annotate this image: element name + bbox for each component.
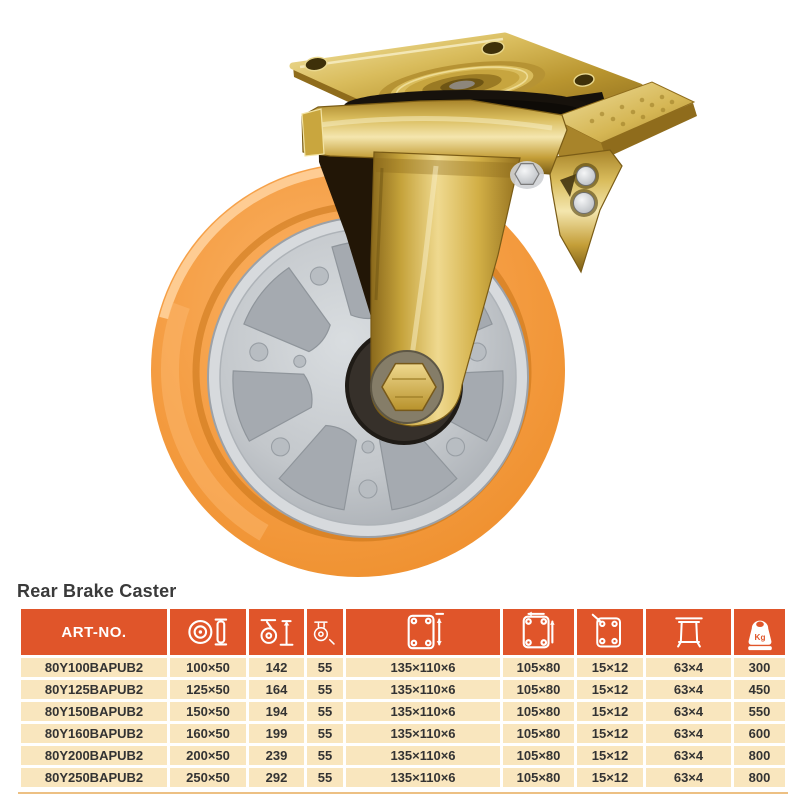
spec-cell: 800 [734,768,785,787]
brake-rivet [573,192,595,214]
spec-cell: 105×80 [503,702,574,721]
table-row: 80Y250BAPUB2 250×50 292 55 135×110×6 105… [21,768,785,787]
table-row: 80Y100BAPUB2 100×50 142 55 135×110×6 105… [21,658,785,677]
spec-cell: 15×12 [577,702,643,721]
spec-cell: 63×4 [646,768,731,787]
col-fork-gauge [646,609,731,655]
art-no-header: ART-NO. [21,609,167,655]
spec-cell: 63×4 [646,746,731,765]
col-mounting-height [249,609,304,655]
spec-cell: 135×110×6 [346,724,500,743]
spec-cell: 63×4 [646,724,731,743]
bolt-hole-spacing-icon [522,611,555,649]
spec-cell: 135×110×6 [346,746,500,765]
spec-cell: 135×110×6 [346,768,500,787]
spec-cell: 135×110×6 [346,680,500,699]
spec-cell: 105×80 [503,768,574,787]
spec-cell: 105×80 [503,746,574,765]
art-no-cell: 80Y150BAPUB2 [21,702,167,721]
spec-cell: 300 [734,658,785,677]
wheel-diameter-width-icon [188,618,228,646]
art-no-cell: 80Y125BAPUB2 [21,680,167,699]
spec-cell: 100×50 [170,658,246,677]
spec-cell: 199 [249,724,304,743]
product-photo [151,32,697,577]
swivel-radius-icon [313,621,335,645]
spec-cell: 150×50 [170,702,246,721]
art-no-cell: 80Y250BAPUB2 [21,768,167,787]
brake-rivet [576,166,596,186]
spec-cell: 200×50 [170,746,246,765]
spec-cell: 600 [734,724,785,743]
fork-left-flange [301,108,325,157]
spec-cell: 250×50 [170,768,246,787]
plate-size-icon [407,612,445,650]
table-underline [18,792,788,794]
table-row: 80Y150BAPUB2 150×50 194 55 135×110×6 105… [21,702,785,721]
spec-cell: 63×4 [646,702,731,721]
fork-inner-shadow [318,112,380,330]
spec-cell: 55 [307,680,343,699]
spec-cell: 550 [734,702,785,721]
spec-cell: 55 [307,724,343,743]
spec-cell: 135×110×6 [346,702,500,721]
load-capacity-icon: Kg [747,620,772,651]
spec-cell: 164 [249,680,304,699]
spec-cell: 450 [734,680,785,699]
mounting-height-icon [260,619,293,646]
section-title: Rear Brake Caster [17,581,177,601]
spec-cell: 105×80 [503,724,574,743]
spec-cell: 15×12 [577,680,643,699]
axle-bolt [370,350,444,424]
spec-cell: 160×50 [170,724,246,743]
art-no-cell: 80Y160BAPUB2 [21,724,167,743]
spec-cell: 55 [307,768,343,787]
spec-cell: 15×12 [577,724,643,743]
spec-cell: 15×12 [577,658,643,677]
spec-cell: 239 [249,746,304,765]
pedal-texture [589,94,675,127]
art-no-cell: 80Y200BAPUB2 [21,746,167,765]
bolt-hole-diameter-icon [591,613,621,648]
col-plate-size [346,609,500,655]
spec-cell: 55 [307,658,343,677]
fork-side-bolt [510,161,544,189]
spec-cell: 55 [307,746,343,765]
kg-label: Kg [754,633,765,642]
spec-cell: 135×110×6 [346,658,500,677]
col-wheel-size [170,609,246,655]
spec-cell: 15×12 [577,746,643,765]
spec-cell: 105×80 [503,658,574,677]
spec-table: ART-NO. [18,606,788,790]
table-row: 80Y125BAPUB2 125×50 164 55 135×110×6 105… [21,680,785,699]
spec-cell: 142 [249,658,304,677]
spec-cell: 55 [307,702,343,721]
spec-cell: 125×50 [170,680,246,699]
spec-cell: 292 [249,768,304,787]
col-swivel-radius [307,609,343,655]
col-load-capacity: Kg [734,609,785,655]
spec-cell: 194 [249,702,304,721]
brake-pedal [550,81,696,144]
table-row: 80Y200BAPUB2 200×50 239 55 135×110×6 105… [21,746,785,765]
spec-cell: 63×4 [646,680,731,699]
spec-cell: 800 [734,746,785,765]
col-bolt-hole-diameter [577,609,643,655]
header-row: ART-NO. [21,609,785,655]
col-bolt-hole-spacing [503,609,574,655]
table-row: 80Y160BAPUB2 160×50 199 55 135×110×6 105… [21,724,785,743]
spec-cell: 105×80 [503,680,574,699]
brake-pedal-lip [600,103,697,158]
spec-cell: 63×4 [646,658,731,677]
fork-gauge-icon [674,617,703,648]
art-no-cell: 80Y100BAPUB2 [21,658,167,677]
spec-cell: 15×12 [577,768,643,787]
